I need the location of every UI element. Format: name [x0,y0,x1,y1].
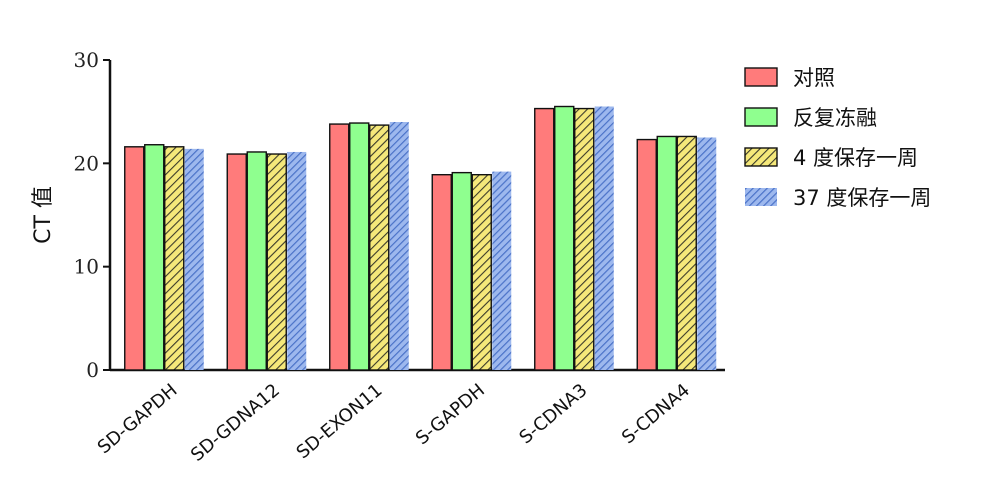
bar-3-sd-gapdh [164,146,185,371]
x-tick-label: S-GAPDH [412,380,489,449]
bar-4-sd-gdna12 [287,151,307,370]
bar-2-sd-exon11 [349,122,370,371]
bar-2-s-gapdh [451,171,472,371]
bar-1-s-cdna3 [534,107,555,371]
bar-1-sd-gdna12 [226,153,247,371]
bar-4-s-cdna4 [697,137,717,370]
x-tick-label: S-CDNA3 [515,380,591,449]
legend-label: 37 度保存一周 [793,186,931,210]
bar-4-sd-gapdh [184,148,204,370]
legend-label: 反复冻融 [793,106,877,130]
bar-3-s-cdna4 [676,135,697,371]
y-tick-label: 0 [86,358,99,382]
x-tick-label: SD-GDNA12 [187,380,284,466]
y-tick-label: 20 [74,151,99,175]
legend-swatch [744,107,778,127]
x-tick-label: SD-GAPDH [94,380,182,458]
bar-1-s-cdna4 [636,138,657,371]
legend-swatch [744,67,778,87]
bar-3-sd-gdna12 [266,153,287,371]
legend-label: 对照 [793,66,835,90]
bar-3-s-gapdh [471,173,492,371]
bar-3-s-cdna3 [574,107,595,371]
bar-4-s-gapdh [492,171,512,370]
x-tick-label: S-CDNA4 [618,380,694,449]
bar-4-sd-exon11 [389,122,409,370]
y-tick-label: 30 [74,48,99,72]
bar-1-sd-gapdh [124,146,145,371]
x-tick-label: SD-EXON11 [293,380,387,463]
y-tick-label: 10 [74,255,99,279]
legend-swatch [745,188,777,206]
bar-3-sd-exon11 [369,124,390,371]
y-axis-label: CT 值 [31,186,56,244]
legend-label: 4 度保存一周 [793,146,918,170]
bar-4-s-cdna3 [594,106,614,370]
bar-1-sd-exon11 [329,123,350,371]
bar-2-sd-gapdh [144,144,165,371]
legend-swatch [744,147,778,167]
bar-1-s-gapdh [431,173,452,371]
bar-2-s-cdna4 [656,135,677,371]
bar-2-s-cdna3 [554,105,575,371]
bar-2-sd-gdna12 [246,151,267,371]
